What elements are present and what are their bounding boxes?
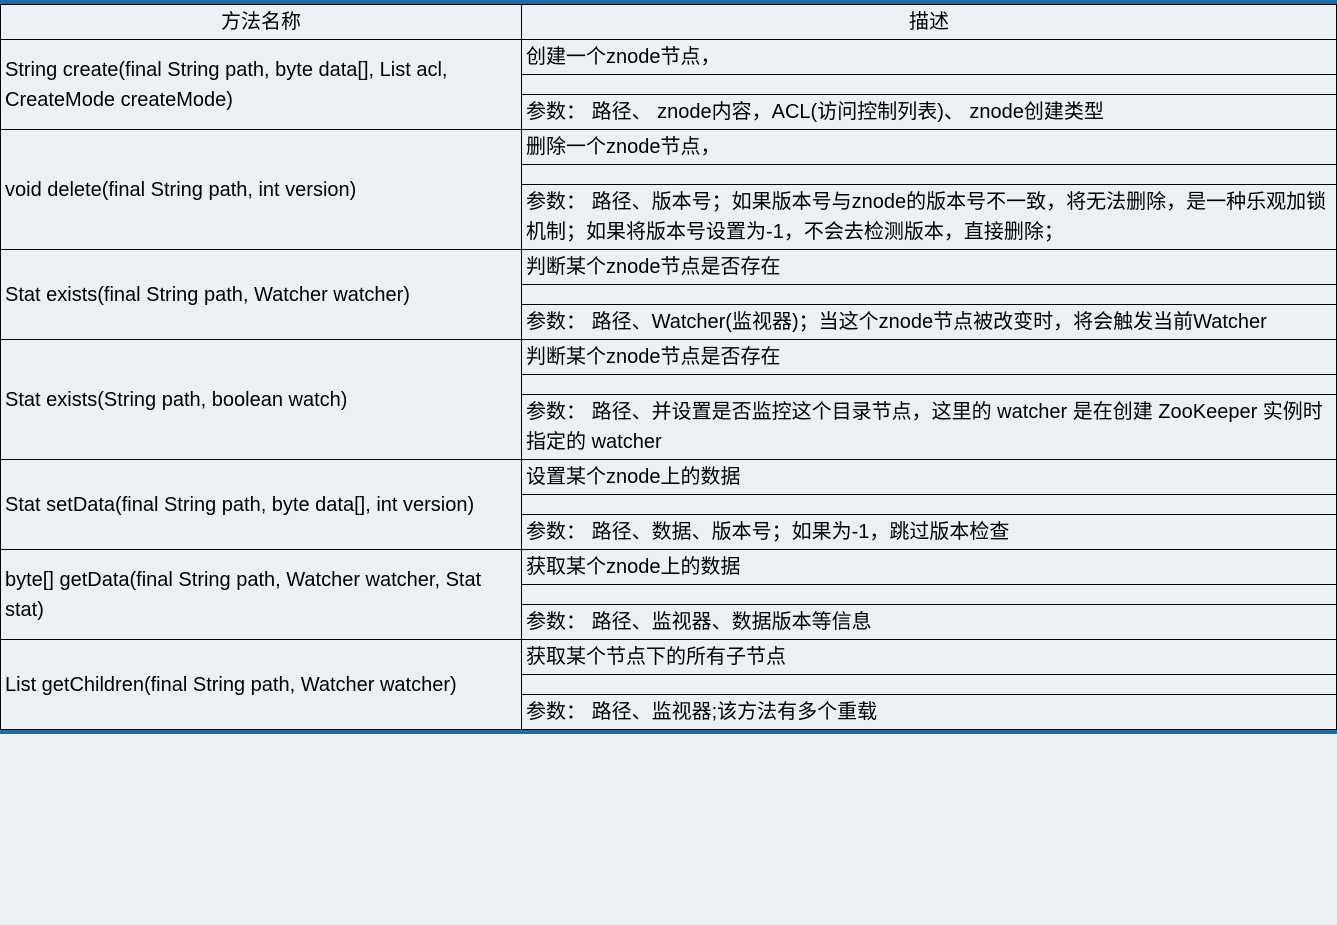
table-row: Stat exists(final String path, Watcher w…: [1, 250, 1337, 285]
table-row: List getChildren(final String path, Watc…: [1, 640, 1337, 675]
method-cell: void delete(final String path, int versi…: [1, 130, 522, 250]
description-cell: 设置某个znode上的数据: [522, 460, 1337, 495]
description-cell-empty: [522, 495, 1337, 515]
description-cell-empty: [522, 285, 1337, 305]
description-params-cell: 参数： 路径、数据、版本号；如果为-1，跳过版本检查: [522, 515, 1337, 550]
description-params-cell: 参数： 路径、 znode内容，ACL(访问控制列表)、 znode创建类型: [522, 95, 1337, 130]
table-row: Stat setData(final String path, byte dat…: [1, 460, 1337, 495]
description-params-cell: 参数： 路径、Watcher(监视器)；当这个znode节点被改变时，将会触发当…: [522, 305, 1337, 340]
table-row: String create(final String path, byte da…: [1, 40, 1337, 75]
method-cell: String create(final String path, byte da…: [1, 40, 522, 130]
description-cell: 获取某个节点下的所有子节点: [522, 640, 1337, 675]
description-cell: 删除一个znode节点，: [522, 130, 1337, 165]
description-params-cell: 参数： 路径、并设置是否监控这个目录节点，这里的 watcher 是在创建 Zo…: [522, 395, 1337, 460]
description-cell-empty: [522, 165, 1337, 185]
method-cell: Stat exists(final String path, Watcher w…: [1, 250, 522, 340]
method-cell: List getChildren(final String path, Watc…: [1, 640, 522, 730]
description-params-cell: 参数： 路径、监视器、数据版本等信息: [522, 605, 1337, 640]
description-cell-empty: [522, 75, 1337, 95]
table-header-row: 方法名称 描述: [1, 5, 1337, 40]
table-row: byte[] getData(final String path, Watche…: [1, 550, 1337, 585]
description-cell-empty: [522, 675, 1337, 695]
table-row: void delete(final String path, int versi…: [1, 130, 1337, 165]
description-cell-empty: [522, 585, 1337, 605]
description-cell: 获取某个znode上的数据: [522, 550, 1337, 585]
method-cell: Stat exists(String path, boolean watch): [1, 340, 522, 460]
table-container: 方法名称 描述 String create(final String path,…: [0, 0, 1337, 734]
description-cell-empty: [522, 375, 1337, 395]
table-row: Stat exists(String path, boolean watch)判…: [1, 340, 1337, 375]
description-cell: 创建一个znode节点，: [522, 40, 1337, 75]
api-methods-table: 方法名称 描述 String create(final String path,…: [0, 4, 1337, 730]
description-params-cell: 参数： 路径、监视器;该方法有多个重载: [522, 695, 1337, 730]
description-cell: 判断某个znode节点是否存在: [522, 340, 1337, 375]
description-params-cell: 参数： 路径、版本号；如果版本号与znode的版本号不一致，将无法删除，是一种乐…: [522, 185, 1337, 250]
method-cell: Stat setData(final String path, byte dat…: [1, 460, 522, 550]
description-cell: 判断某个znode节点是否存在: [522, 250, 1337, 285]
method-cell: byte[] getData(final String path, Watche…: [1, 550, 522, 640]
header-method: 方法名称: [1, 5, 522, 40]
header-description: 描述: [522, 5, 1337, 40]
